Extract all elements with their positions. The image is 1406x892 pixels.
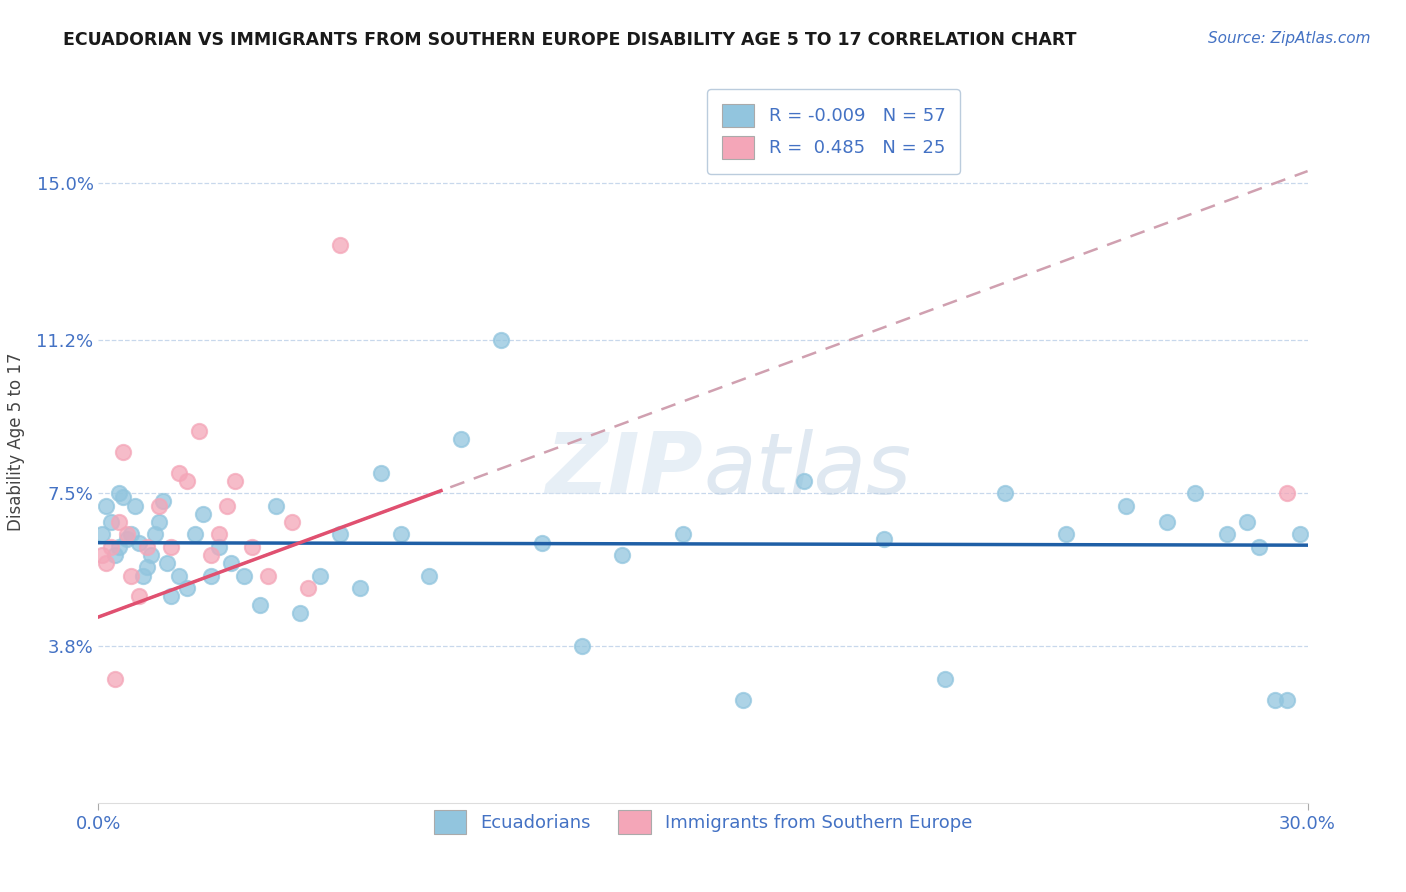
Point bbox=[240, 540, 263, 554]
Point bbox=[128, 590, 150, 604]
Point bbox=[107, 540, 129, 554]
Point bbox=[120, 527, 142, 541]
Point bbox=[530, 535, 553, 549]
Point bbox=[176, 474, 198, 488]
Point bbox=[994, 486, 1017, 500]
Point bbox=[115, 532, 138, 546]
Point bbox=[103, 672, 125, 686]
Point bbox=[309, 568, 332, 582]
Point bbox=[91, 527, 114, 541]
Point bbox=[200, 568, 222, 582]
Point bbox=[672, 527, 695, 541]
Point bbox=[349, 581, 371, 595]
Point bbox=[288, 606, 311, 620]
Point bbox=[188, 424, 211, 438]
Point bbox=[1236, 515, 1258, 529]
Point bbox=[1277, 692, 1299, 706]
Point bbox=[612, 548, 634, 562]
Point bbox=[281, 515, 304, 529]
Point bbox=[934, 672, 956, 686]
Point bbox=[733, 692, 755, 706]
Point bbox=[418, 568, 440, 582]
Point bbox=[148, 499, 170, 513]
Point bbox=[167, 466, 190, 480]
Point bbox=[1156, 515, 1178, 529]
Point bbox=[208, 527, 231, 541]
Text: atlas: atlas bbox=[703, 429, 911, 512]
Point bbox=[450, 433, 472, 447]
Point bbox=[370, 466, 392, 480]
Point bbox=[264, 499, 287, 513]
Point bbox=[100, 540, 122, 554]
Point bbox=[249, 598, 271, 612]
Point bbox=[107, 486, 129, 500]
Point bbox=[135, 560, 157, 574]
Point bbox=[115, 527, 138, 541]
Point bbox=[1264, 692, 1286, 706]
Point bbox=[152, 494, 174, 508]
Text: ZIP: ZIP bbox=[546, 429, 703, 512]
Point bbox=[120, 568, 142, 582]
Point bbox=[91, 548, 114, 562]
Point bbox=[1216, 527, 1239, 541]
Point bbox=[135, 540, 157, 554]
Point bbox=[111, 490, 134, 504]
Point bbox=[256, 568, 278, 582]
Point bbox=[160, 590, 183, 604]
Point bbox=[297, 581, 319, 595]
Point bbox=[224, 474, 246, 488]
Point bbox=[103, 548, 125, 562]
Point bbox=[100, 515, 122, 529]
Point bbox=[184, 527, 207, 541]
Point bbox=[221, 557, 243, 571]
Point bbox=[124, 499, 146, 513]
Point bbox=[200, 548, 222, 562]
Point bbox=[167, 568, 190, 582]
Point bbox=[232, 568, 254, 582]
Point bbox=[389, 527, 412, 541]
Point bbox=[1184, 486, 1206, 500]
Point bbox=[1288, 527, 1310, 541]
Point bbox=[329, 527, 352, 541]
Point bbox=[156, 557, 179, 571]
Point bbox=[96, 499, 118, 513]
Point bbox=[208, 540, 231, 554]
Point bbox=[571, 639, 593, 653]
Point bbox=[873, 532, 896, 546]
Point bbox=[1115, 499, 1137, 513]
Point bbox=[1054, 527, 1077, 541]
Point bbox=[139, 548, 162, 562]
Point bbox=[96, 557, 118, 571]
Point bbox=[143, 527, 166, 541]
Point bbox=[176, 581, 198, 595]
Point bbox=[329, 238, 352, 252]
Point bbox=[1277, 486, 1299, 500]
Point bbox=[217, 499, 239, 513]
Point bbox=[160, 540, 183, 554]
Text: ECUADORIAN VS IMMIGRANTS FROM SOUTHERN EUROPE DISABILITY AGE 5 TO 17 CORRELATION: ECUADORIAN VS IMMIGRANTS FROM SOUTHERN E… bbox=[63, 31, 1077, 49]
Point bbox=[148, 515, 170, 529]
Legend: Ecuadorians, Immigrants from Southern Europe: Ecuadorians, Immigrants from Southern Eu… bbox=[419, 796, 987, 848]
Point bbox=[193, 507, 215, 521]
Y-axis label: Disability Age 5 to 17: Disability Age 5 to 17 bbox=[7, 352, 25, 531]
Point bbox=[128, 535, 150, 549]
Text: Source: ZipAtlas.com: Source: ZipAtlas.com bbox=[1208, 31, 1371, 46]
Point bbox=[491, 334, 513, 348]
Point bbox=[132, 568, 155, 582]
Point bbox=[107, 515, 129, 529]
Point bbox=[793, 474, 815, 488]
Point bbox=[1249, 540, 1271, 554]
Point bbox=[111, 445, 134, 459]
